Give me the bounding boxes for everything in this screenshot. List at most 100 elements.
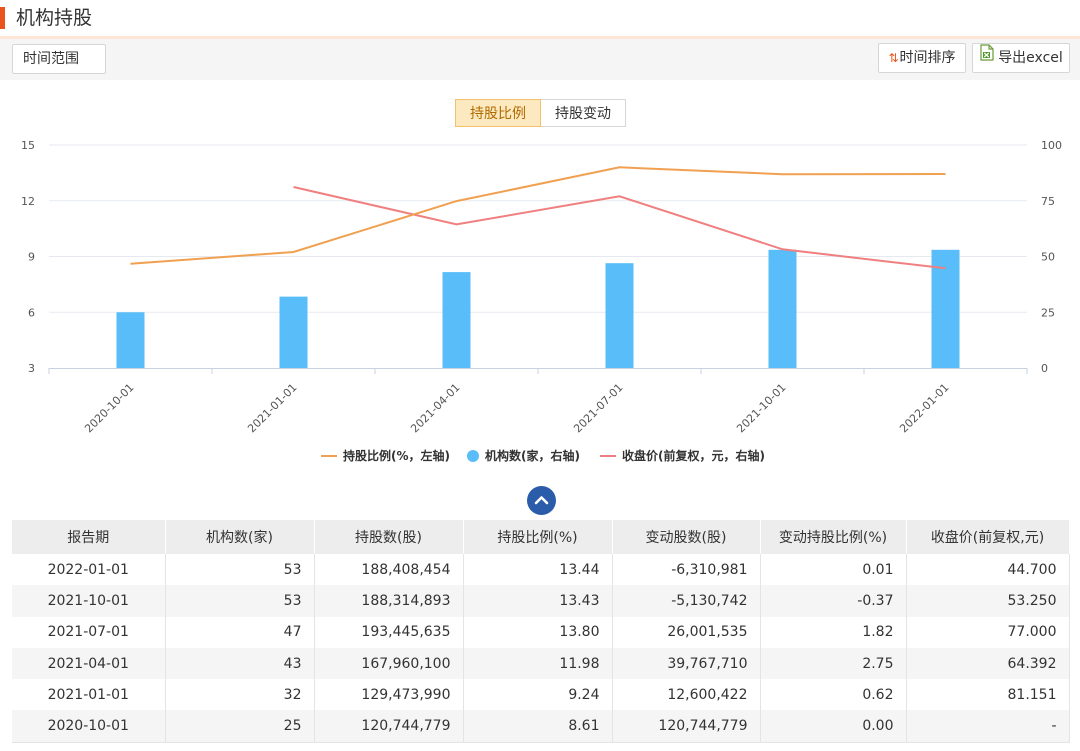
legend-item-holding-ratio[interactable]: 持股比例(%，左轴) [321,446,450,466]
column-header[interactable]: 报告期 [12,520,166,554]
table-cell: 9.24 [463,679,613,711]
column-header[interactable]: 机构数(家) [165,520,315,554]
column-header[interactable]: 变动持股比例(%) [760,520,907,554]
line-holding-ratio [130,166,946,265]
table-cell: 53 [165,585,315,617]
right-axis-tick-label: 100 [1041,139,1062,152]
left-axis-tick-label: 3 [28,362,35,375]
table-cell: 11.98 [463,647,613,680]
table-row: 2021-04-01 43 167,960,100 11.98 39,767,7… [12,647,1070,680]
table-cell: 2021-07-01 [12,616,166,648]
table-cell: 39,767,710 [612,647,761,680]
legend-item-institution-count[interactable]: 机构数(家，右轴) [467,446,580,466]
table-cell: 8.61 [463,710,613,743]
column-header[interactable]: 收盘价(前复权,元) [906,520,1070,554]
time-range-label: 时间范围 [23,51,79,67]
legend-label: 收盘价(前复权，元，右轴) [622,449,765,463]
table-cell: 193,445,635 [314,616,464,648]
table-cell: 2020-10-01 [12,710,166,743]
x-axis-tick-label: 2021-10-01 [734,381,788,435]
bar-institution-count [931,249,960,368]
table-cell: 43 [165,647,315,680]
tab-holding-change[interactable]: 持股变动 [541,99,626,127]
table-cell: 0.00 [760,710,907,743]
table-cell: 64.392 [906,647,1070,680]
table-row: 2021-07-01 47 193,445,635 13.80 26,001,5… [12,616,1070,648]
holding-data-table: 报告期 机构数(家) 持股数(股) 持股比例(%) 变动股数(股) 变动持股比例… [12,520,1070,743]
table-row: 2021-10-01 53 188,314,893 13.43 -5,130,7… [12,585,1070,617]
right-axis-tick-label: 25 [1041,306,1055,319]
export-excel-button[interactable]: 导出excel [972,43,1070,73]
column-header[interactable]: 持股数(股) [314,520,464,554]
table-cell: 13.43 [463,585,613,617]
table-cell: 13.80 [463,616,613,648]
table-cell: 120,744,779 [612,710,761,743]
x-axis-tick-label: 2021-07-01 [571,381,625,435]
right-axis-tick-label: 0 [1041,362,1048,375]
header-accent-bar [0,7,5,29]
table-cell: -0.37 [760,585,907,617]
legend-line-swatch [600,454,616,457]
table-cell: 47 [165,616,315,648]
legend-line-swatch [321,454,337,457]
table-cell: 2021-04-01 [12,647,166,680]
table-cell: 0.01 [760,554,907,586]
table-cell: -6,310,981 [612,554,761,586]
table-cell: 120,744,779 [314,710,464,743]
export-excel-label: 导出excel [998,50,1063,66]
chevron-up-icon [534,496,549,505]
x-axis-tick-label: 2021-01-01 [245,381,299,435]
table-cell: 77.000 [906,616,1070,648]
bar-institution-count [279,296,308,368]
line-close-price [293,186,946,270]
x-axis-tick-label: 2021-04-01 [408,381,462,435]
right-axis-tick-label: 50 [1041,251,1055,264]
legend-label: 机构数(家，右轴) [485,449,580,463]
time-sort-button[interactable]: ⇅时间排序 [878,43,966,73]
table-cell: 188,408,454 [314,554,464,586]
legend-dot-swatch [467,449,479,462]
table-cell: 53 [165,554,315,586]
column-header[interactable]: 持股比例(%) [463,520,613,554]
table-cell: 1.82 [760,616,907,648]
page-title: 机构持股 [16,7,93,29]
bar-institution-count [768,249,797,368]
column-header[interactable]: 变动股数(股) [612,520,761,554]
table-cell: -5,130,742 [612,585,761,617]
table-cell: - [906,710,1070,743]
legend-item-close-price[interactable]: 收盘价(前复权，元，右轴) [600,446,765,466]
table-cell: 32 [165,679,315,711]
table-row: 2022-01-01 53 188,408,454 13.44 -6,310,9… [12,554,1070,586]
x-axis-tick-label: 2022-01-01 [897,381,951,435]
bar-institution-count [605,263,634,368]
time-range-button[interactable]: 时间范围 [12,44,106,74]
table-cell: 25 [165,710,315,743]
section-header: 机构持股 [0,0,1080,36]
table-cell: 44.700 [906,554,1070,586]
x-axis-tick-label: 2020-10-01 [82,381,136,435]
bar-institution-count [442,272,471,368]
table-cell: 53.250 [906,585,1070,617]
left-axis-tick-label: 12 [21,195,35,208]
table-cell: 188,314,893 [314,585,464,617]
table-row: 2021-01-01 32 129,473,990 9.24 12,600,42… [12,679,1070,711]
table-cell: 81.151 [906,679,1070,711]
table-cell: 2021-01-01 [12,679,166,711]
institutional-holding-chart: 3 6 9 12 15 0 25 50 75 100 2020-10-01 2021-01-01 202… [21,139,1062,435]
header-divider [0,36,1080,39]
table-cell: 2022-01-01 [12,554,166,586]
left-axis-tick-label: 15 [21,139,35,152]
table-header-row: 报告期 机构数(家) 持股数(股) 持股比例(%) 变动股数(股) 变动持股比例… [12,520,1070,554]
table-row: 2020-10-01 25 120,744,779 8.61 120,744,7… [12,710,1070,743]
tab-holding-ratio[interactable]: 持股比例 [455,99,541,127]
bar-institution-count [116,312,145,368]
table-cell: 2021-10-01 [12,585,166,617]
table-cell: 167,960,100 [314,647,464,680]
chart-legend: 持股比例(%，左轴) 机构数(家，右轴) 收盘价(前复权，元，右轴) [0,446,1080,466]
table-cell: 13.44 [463,554,613,586]
table-cell: 26,001,535 [612,616,761,648]
collapse-chart-button[interactable] [527,486,556,515]
table-cell: 2.75 [760,647,907,680]
excel-file-icon [979,43,995,71]
sort-arrows-icon: ⇅ [888,51,899,65]
